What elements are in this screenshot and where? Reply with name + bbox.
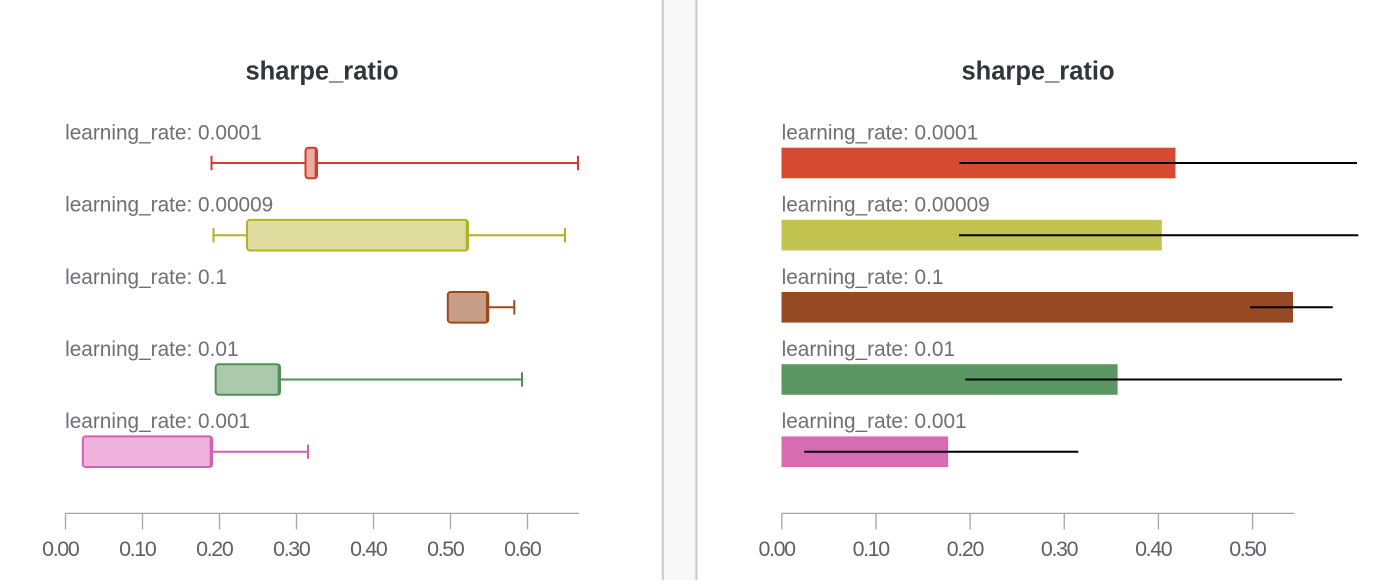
- svg-text:0.30: 0.30: [273, 537, 311, 561]
- svg-text:0.20: 0.20: [947, 537, 985, 561]
- svg-text:learning_rate: 0.00009: learning_rate: 0.00009: [65, 194, 273, 217]
- svg-text:sharpe_ratio: sharpe_ratio: [245, 58, 398, 86]
- svg-text:learning_rate: 0.001: learning_rate: 0.001: [782, 410, 967, 433]
- svg-text:learning_rate: 0.0001: learning_rate: 0.0001: [65, 121, 262, 144]
- svg-text:learning_rate: 0.01: learning_rate: 0.01: [782, 338, 955, 361]
- svg-text:0.00: 0.00: [42, 537, 80, 561]
- svg-text:0.20: 0.20: [196, 537, 234, 561]
- svg-text:learning_rate: 0.1: learning_rate: 0.1: [782, 266, 944, 289]
- svg-text:learning_rate: 0.001: learning_rate: 0.001: [65, 410, 250, 433]
- svg-text:0.10: 0.10: [119, 537, 157, 561]
- svg-text:learning_rate: 0.1: learning_rate: 0.1: [65, 266, 227, 289]
- svg-text:0.40: 0.40: [1135, 537, 1173, 561]
- svg-text:learning_rate: 0.01: learning_rate: 0.01: [65, 338, 238, 361]
- svg-text:learning_rate: 0.00009: learning_rate: 0.00009: [782, 194, 990, 217]
- svg-text:0.50: 0.50: [1229, 537, 1267, 561]
- svg-text:0.60: 0.60: [504, 537, 542, 561]
- svg-text:0.10: 0.10: [853, 537, 891, 561]
- svg-text:0.40: 0.40: [350, 537, 388, 561]
- svg-text:learning_rate: 0.0001: learning_rate: 0.0001: [782, 121, 979, 144]
- svg-text:sharpe_ratio: sharpe_ratio: [961, 58, 1114, 86]
- svg-text:0.00: 0.00: [758, 537, 796, 561]
- svg-text:0.50: 0.50: [427, 537, 465, 561]
- svg-text:0.30: 0.30: [1041, 537, 1079, 561]
